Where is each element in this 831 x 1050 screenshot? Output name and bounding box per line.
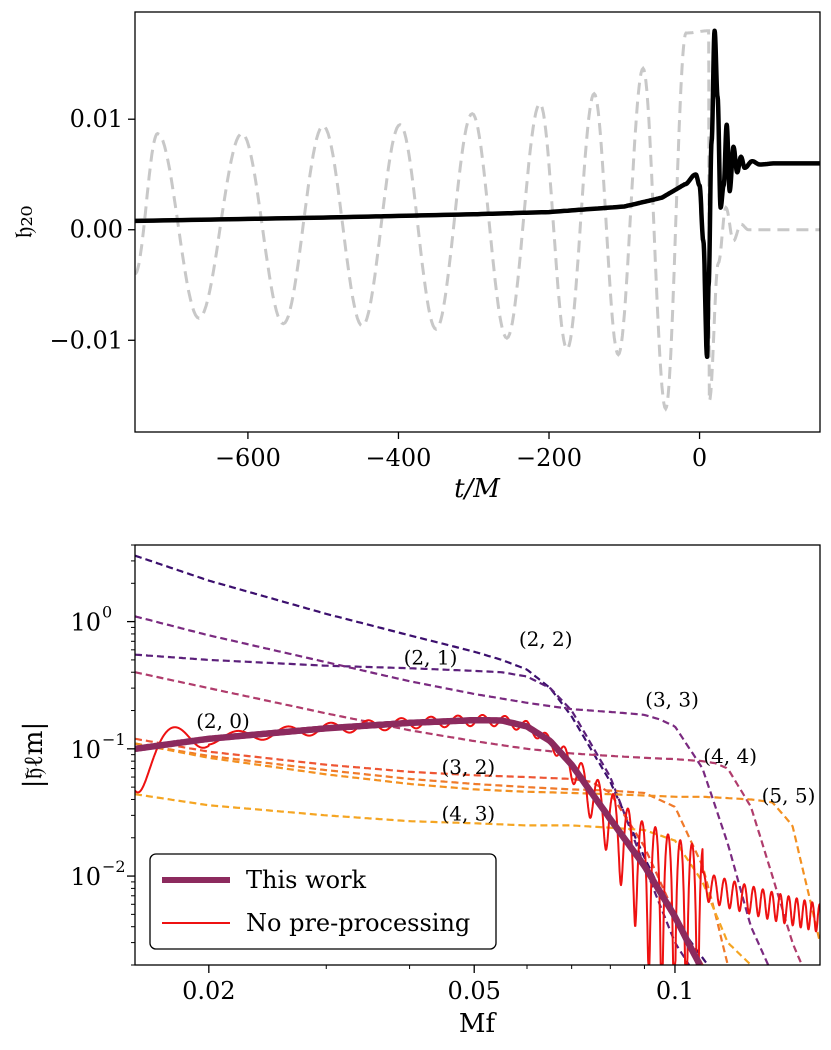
legend-label-no-pre-processing: No pre-processing — [246, 909, 470, 937]
series-grey-dashed-waveform — [135, 29, 820, 412]
mode-label-3-2: (3, 2) — [441, 755, 495, 779]
series-mode-2-1 — [135, 653, 691, 965]
bottom-x-tick-label: 0.1 — [656, 977, 694, 1005]
mode-label-4-4: (4, 4) — [703, 744, 757, 768]
bottom-y-axis-title: |𝔥̃ℓm| — [19, 722, 49, 788]
series-mode-3-3 — [135, 615, 770, 965]
top-x-tick-label: −200 — [516, 444, 582, 472]
top-axes-frame — [134, 11, 821, 433]
series-mode-4-4 — [135, 671, 803, 965]
mode-label-4-3: (4, 3) — [441, 802, 495, 826]
top-x-axis-title: t/M — [454, 474, 501, 504]
top-y-tick-label: 0.00 — [70, 216, 123, 244]
bottom-y-tick-exponent: −1 — [102, 730, 126, 749]
mode-label-2-0: (2, 0) — [196, 709, 250, 733]
series-mode-3-2 — [135, 742, 729, 965]
series-mode-4-3 — [135, 793, 752, 965]
mode-label-2-1: (2, 1) — [404, 646, 458, 670]
mode-label-5-5: (5, 5) — [762, 783, 816, 807]
mode-label-3-3: (3, 3) — [645, 687, 699, 711]
mode-label-2-2: (2, 2) — [519, 627, 573, 651]
bottom-y-tick-exponent: 0 — [102, 603, 112, 622]
legend-box — [149, 853, 497, 950]
series-black-solid-waveform — [135, 28, 820, 360]
bottom-x-tick-label: 0.02 — [182, 977, 235, 1005]
series-this-work — [135, 716, 703, 965]
legend-label-this-work: This work — [246, 866, 367, 894]
bottom-y-tick-label: 10 — [70, 609, 101, 637]
bottom-x-axis-title: Mf — [459, 1009, 498, 1039]
top-y-tick-label: 0.01 — [70, 105, 123, 133]
bottom-x-tick-label: 0.05 — [447, 977, 500, 1005]
top-y-tick-label: −0.01 — [49, 326, 123, 354]
top-y-axis-title: 𝔥₂₀ — [9, 206, 39, 239]
bottom-y-tick-label: 10 — [70, 863, 101, 891]
series-mode-2-2 — [135, 554, 709, 965]
legend: This work No pre-processing — [149, 853, 497, 950]
top-panel: −600 −400 −200 0 −0.01 0.00 0.01 t/M 𝔥₂₀ — [9, 11, 821, 504]
bottom-y-tick-label: 10 — [70, 736, 101, 764]
top-x-tick-label: −600 — [215, 444, 281, 472]
top-x-tick-label: −400 — [366, 444, 432, 472]
top-x-tick-label: 0 — [692, 444, 707, 472]
bottom-y-tick-exponent: −2 — [102, 857, 126, 876]
series-mode-5-5 — [135, 742, 820, 943]
